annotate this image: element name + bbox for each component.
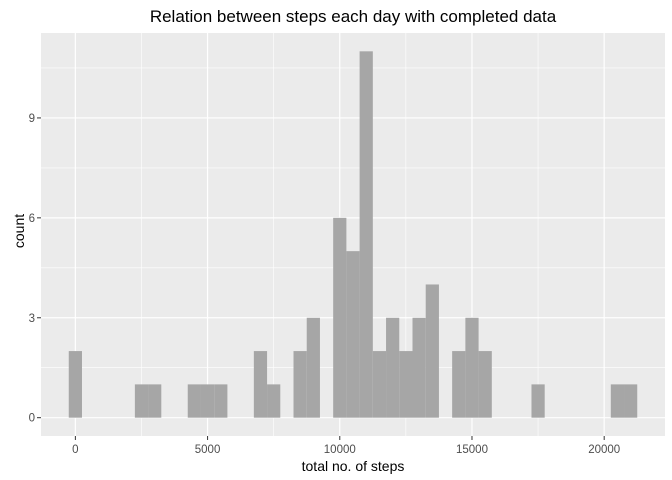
y-tick-label: 6 <box>29 213 35 225</box>
x-axis-ticks: 0 5000 10000 15000 20000 <box>72 436 620 456</box>
histogram-bar <box>399 351 413 418</box>
histogram-bar <box>478 351 492 418</box>
y-tick-label: 9 <box>29 113 35 125</box>
histogram-bar <box>200 384 215 418</box>
histogram-bar <box>306 317 320 418</box>
histogram-bar <box>346 251 360 418</box>
histogram-bar <box>267 384 281 418</box>
histogram-bar <box>359 51 373 418</box>
chart-title: Relation between steps each day with com… <box>150 7 557 26</box>
histogram-bar <box>214 384 228 418</box>
histogram-bar <box>148 384 162 418</box>
y-axis-title: count <box>11 214 27 248</box>
x-tick-label: 20000 <box>588 444 620 456</box>
histogram-bar <box>372 351 387 418</box>
histogram-bar <box>624 384 638 418</box>
histogram-bar <box>253 351 268 418</box>
histogram-bar <box>531 384 545 418</box>
y-axis-ticks: 0 3 6 9 <box>29 113 41 425</box>
histogram-bar <box>610 384 625 418</box>
x-tick-label: 0 <box>72 444 78 456</box>
histogram-bar <box>187 384 201 418</box>
histogram-bar <box>425 284 439 418</box>
x-tick-label: 5000 <box>195 444 221 456</box>
x-axis-title: total no. of steps <box>302 458 405 474</box>
histogram-bar <box>134 384 149 418</box>
histogram-bar <box>293 351 307 418</box>
histogram-bar <box>452 351 466 418</box>
x-tick-label: 10000 <box>324 444 356 456</box>
x-tick-label: 15000 <box>456 444 488 456</box>
histogram-bar <box>333 217 347 418</box>
y-tick-label: 0 <box>29 413 35 425</box>
histogram-bar <box>465 317 479 418</box>
histogram-bar <box>68 351 82 418</box>
histogram-bar <box>386 317 400 418</box>
y-tick-label: 3 <box>29 313 35 325</box>
histogram-bar <box>412 317 426 418</box>
bars <box>68 51 638 418</box>
